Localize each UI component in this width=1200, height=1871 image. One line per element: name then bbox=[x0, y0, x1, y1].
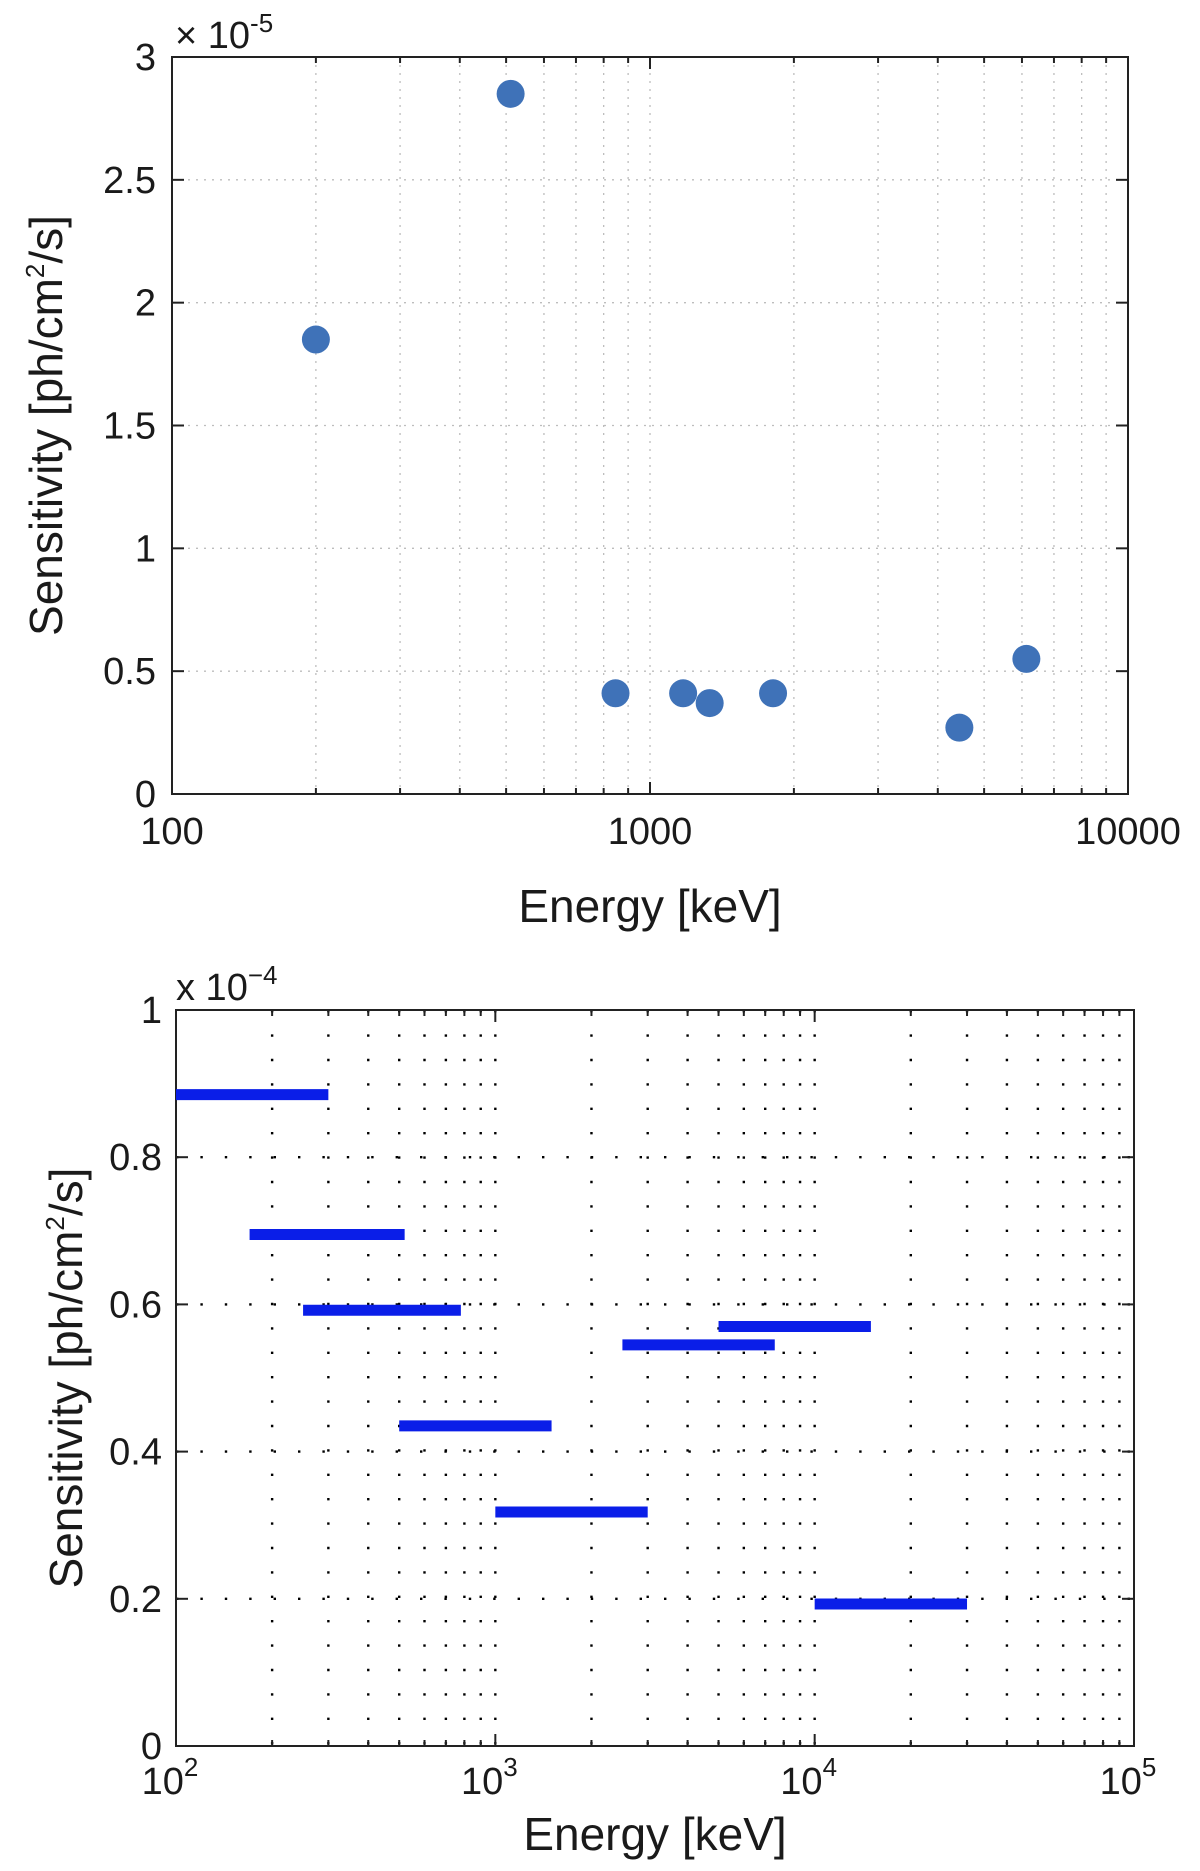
chart1-x-tick-label: 100 bbox=[140, 811, 203, 853]
interval-chart: 102 103 104 105 0 0.2 0.4 0.6 0.8 1 x 10−4 Energ… bbox=[40, 960, 1156, 1860]
chart2-ticks bbox=[175, 1009, 1134, 1747]
chart2-y-multiplier: x 10−4 bbox=[176, 960, 277, 1009]
chart1-y-tick-label: 1 bbox=[135, 528, 156, 570]
chart2-x-tick-label: 105 bbox=[1100, 1752, 1157, 1803]
chart2-x-axis-label: Energy [keV] bbox=[523, 1808, 786, 1860]
chart2-x-tick-label: 104 bbox=[780, 1752, 837, 1803]
chart2-y-tick-label: 0.2 bbox=[109, 1579, 162, 1621]
chart1-y-tick-label: 3 bbox=[135, 37, 156, 79]
chart1-points bbox=[301, 79, 1041, 742]
chart1-data-point bbox=[759, 679, 788, 708]
chart1-x-tick-labels: 100 1000 10000 bbox=[140, 811, 1181, 853]
chart1-y-multiplier: × 10-5 bbox=[175, 8, 273, 57]
chart2-y-tick-labels: 0 0.2 0.4 0.6 0.8 1 bbox=[109, 990, 162, 1768]
chart1-y-tick-labels: 0 0.5 1 1.5 2 2.5 3 bbox=[103, 37, 156, 816]
chart2-grid bbox=[176, 1010, 1134, 1746]
chart1-x-tick-label: 1000 bbox=[608, 811, 693, 853]
chart2-y-axis-label: Sensitivity [ph/cm2/s] bbox=[40, 1168, 92, 1589]
chart1-data-point bbox=[601, 679, 630, 708]
chart1-data-point bbox=[301, 325, 330, 354]
chart1-y-tick-label: 2.5 bbox=[103, 160, 156, 202]
chart2-segments bbox=[176, 1089, 968, 1610]
chart1-y-tick-label: 0.5 bbox=[103, 651, 156, 693]
chart1-y-axis-label: Sensitivity [ph/cm2/s] bbox=[20, 215, 72, 636]
chart1-plot-frame bbox=[171, 56, 1129, 795]
chart2-y-tick-label: 0.4 bbox=[109, 1432, 162, 1474]
chart1-data-point bbox=[669, 679, 698, 708]
chart2-x-tick-labels: 102 103 104 105 bbox=[142, 1752, 1157, 1803]
chart1-x-tick-label: 10000 bbox=[1075, 811, 1181, 853]
chart2-y-tick-label: 1 bbox=[141, 990, 162, 1032]
chart2-y-tick-label: 0 bbox=[141, 1726, 162, 1768]
chart1-data-point bbox=[695, 689, 724, 718]
chart2-y-tick-label: 0.6 bbox=[109, 1284, 162, 1326]
chart1-grid bbox=[172, 57, 1128, 794]
chart2-x-tick-label: 103 bbox=[461, 1752, 518, 1803]
chart1-data-point bbox=[1012, 644, 1041, 673]
chart1-x-axis-label: Energy [keV] bbox=[518, 880, 781, 932]
chart2-plot-frame bbox=[175, 1009, 1135, 1747]
scatter-chart: 100 1000 10000 0 0.5 1 1.5 2 2.5 3 × 10-5 Energy… bbox=[20, 8, 1181, 932]
chart1-data-point bbox=[945, 713, 974, 742]
chart1-y-tick-label: 2 bbox=[135, 283, 156, 325]
chart1-y-tick-label: 1.5 bbox=[103, 406, 156, 448]
chart2-y-tick-label: 0.8 bbox=[109, 1137, 162, 1179]
chart1-data-point bbox=[496, 79, 525, 108]
chart1-y-tick-label: 0 bbox=[135, 774, 156, 816]
chart2-x-tick-label: 102 bbox=[142, 1752, 199, 1803]
